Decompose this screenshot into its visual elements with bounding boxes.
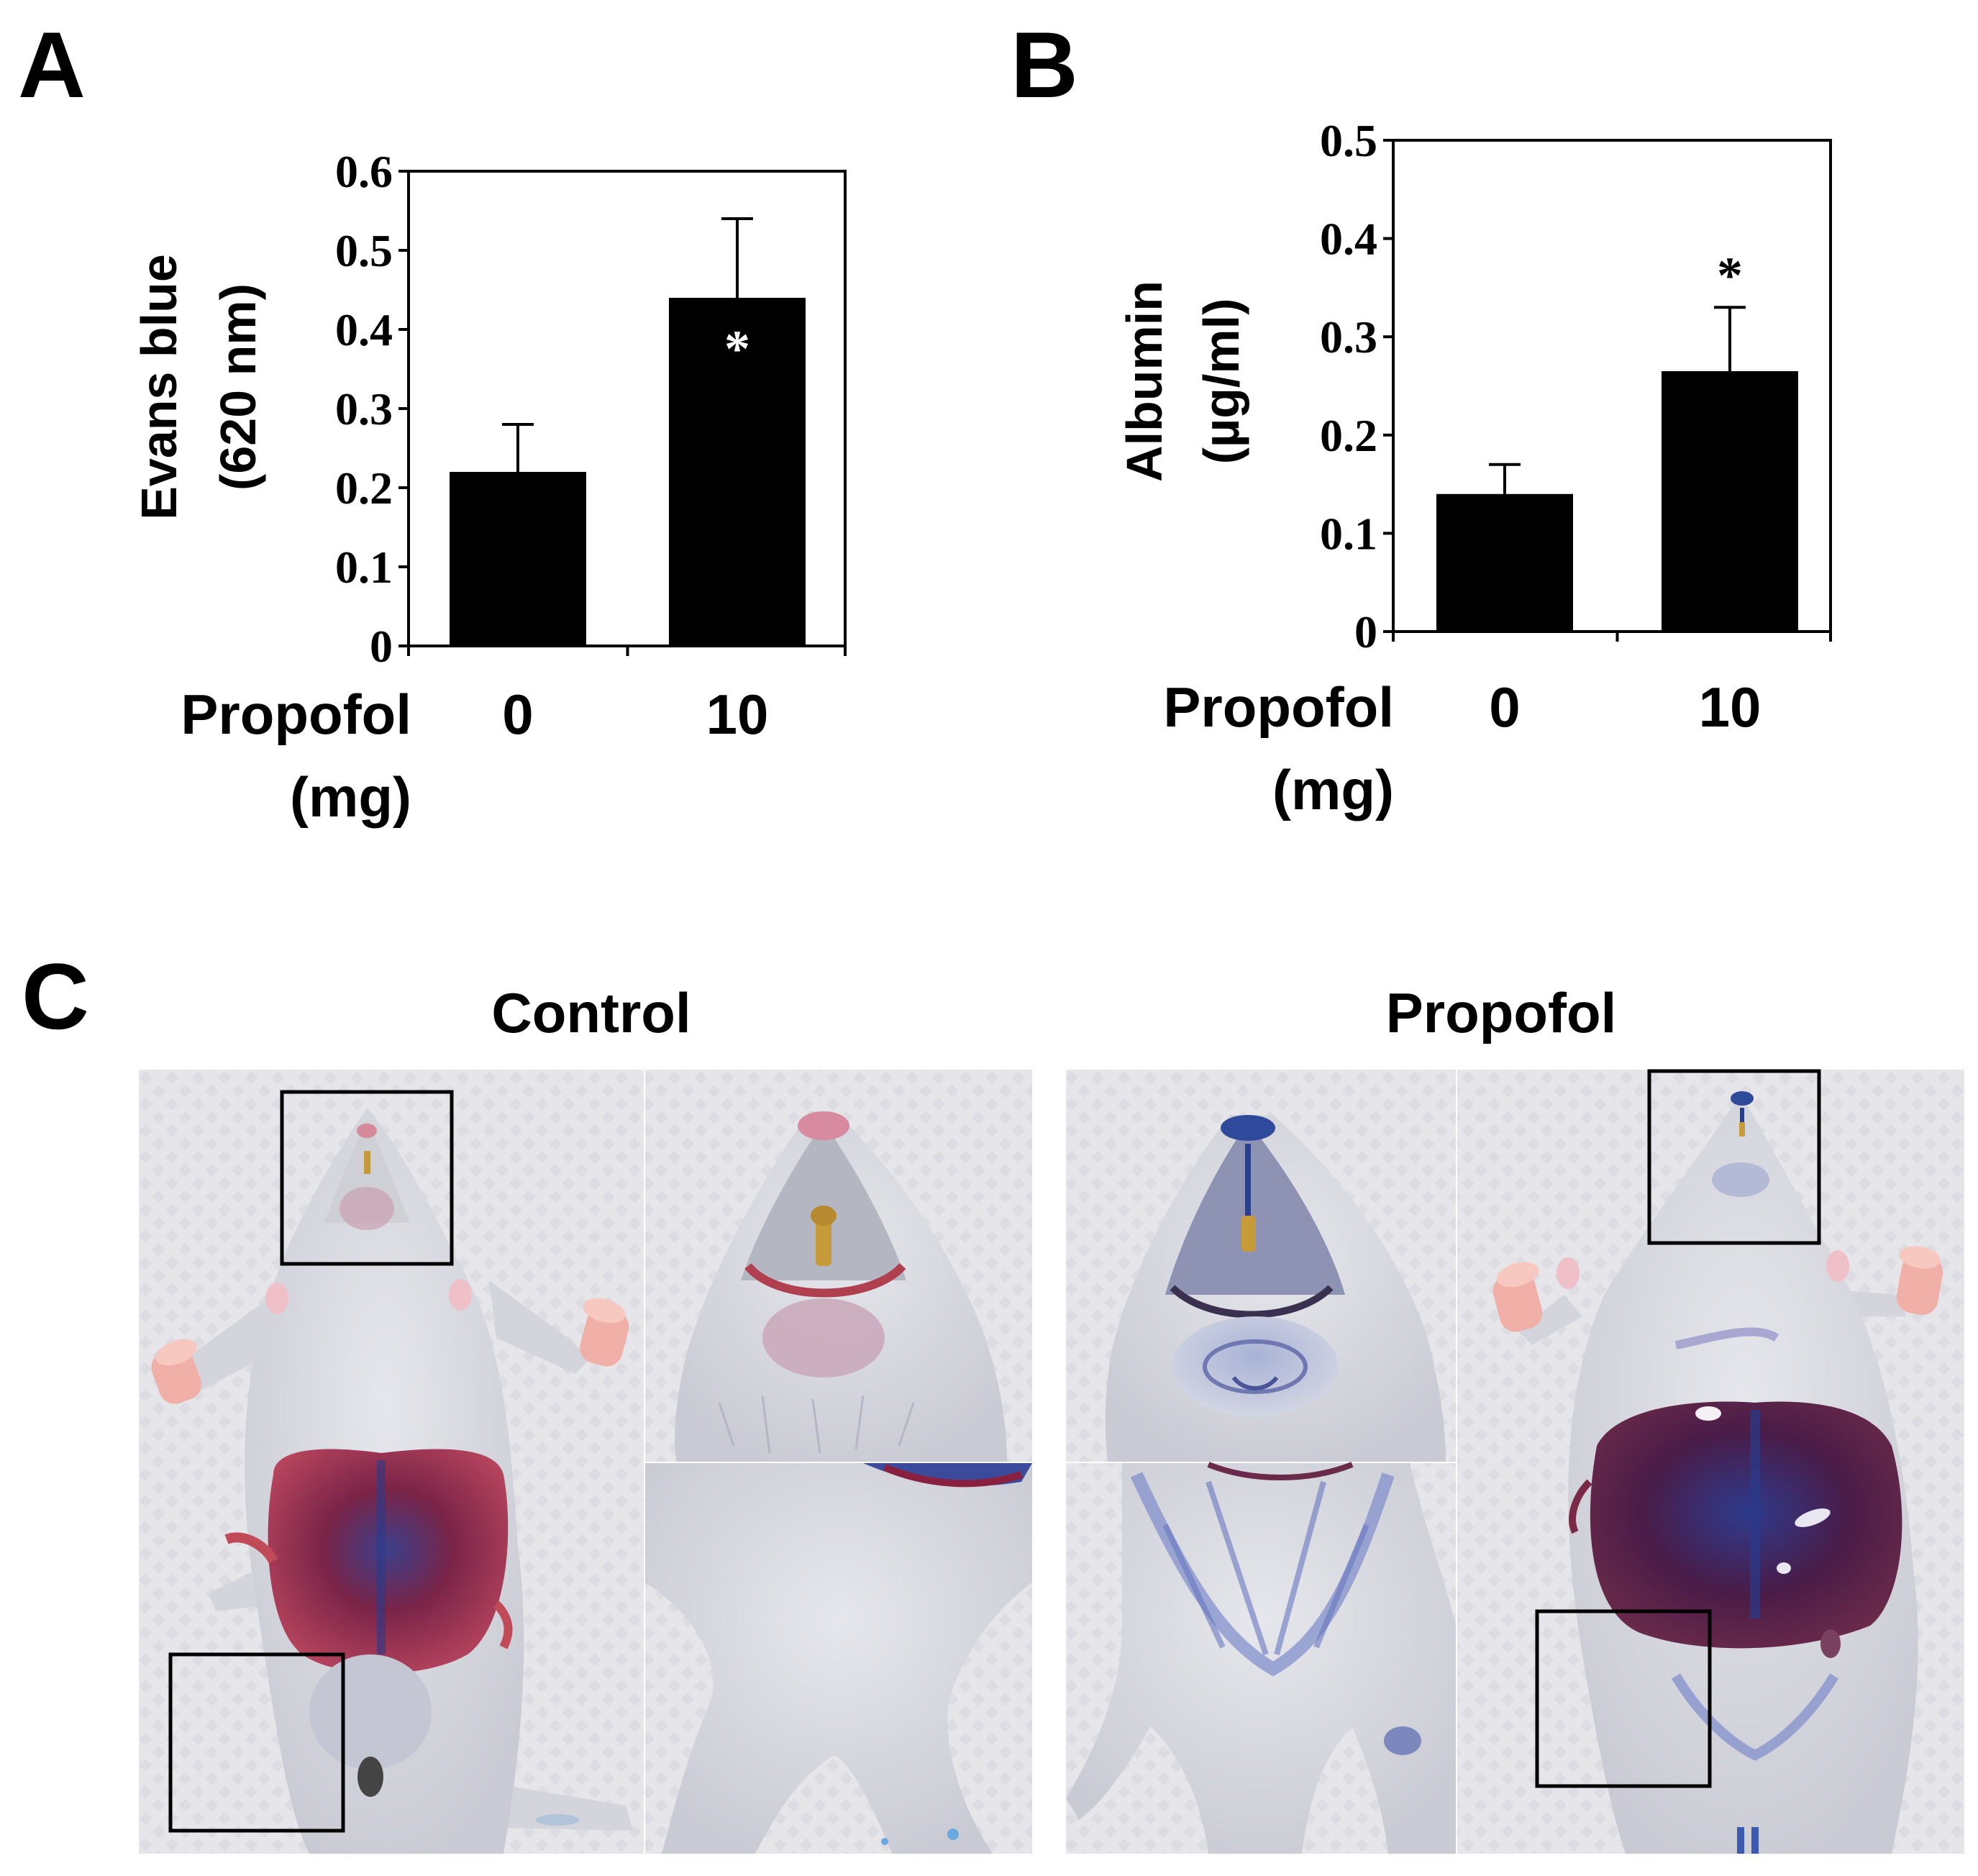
chart-a-significance-star: * — [724, 320, 750, 378]
propofol-title: Propofol — [1386, 981, 1617, 1044]
chart-b-xlabel-line2: (mg) — [1272, 758, 1394, 821]
chart-b-xlabel-line1: Propofol — [1163, 675, 1394, 739]
chart-a-xlabel-line2: (mg) — [290, 765, 411, 829]
control-photo-group — [139, 1070, 1032, 1854]
chart-b-category-label: 0 — [1489, 675, 1520, 739]
chart-b-bar — [1436, 493, 1573, 632]
chart-b-ytick-label: 0.1 — [1320, 508, 1377, 559]
chart-b-ytick-label: 0.5 — [1320, 115, 1377, 166]
chart-b-bar — [1662, 371, 1798, 632]
chart-b-ylabel-line2: (µg/ml) — [1193, 299, 1249, 465]
chart-a-ytick-label: 0.3 — [335, 383, 393, 434]
chart-a-ytick-label: 0.5 — [335, 225, 393, 276]
panel-letter-b: B — [1011, 12, 1078, 117]
chart-b-category-label: 10 — [1699, 675, 1761, 739]
control-whole-mouse-photo — [139, 1070, 644, 1854]
chart-a: 0 0.1 0.2 0.3 0.4 0.5 0.6 0 * 10 — [335, 146, 847, 746]
chart-b: 0 0.1 0.2 0.3 0.4 0.5 0 * 10 — [1320, 115, 1832, 739]
chart-a-category-label: 0 — [502, 683, 533, 746]
chart-a-ytick-label: 0.2 — [335, 463, 393, 514]
chart-b-frame — [1392, 139, 1832, 633]
chart-a-ylabel-line2: (620 nm) — [210, 283, 266, 491]
control-title: Control — [491, 981, 691, 1044]
chart-b-ytick-label: 0.2 — [1320, 410, 1377, 461]
panel-letter-a: A — [18, 12, 86, 117]
control-head-inset-box — [280, 1090, 454, 1266]
chart-a-ytick-label: 0 — [370, 621, 393, 672]
chart-b-ylabel-line1: Albumin — [1116, 281, 1172, 482]
chart-a-xlabel-line1: Propofol — [181, 683, 411, 746]
propofol-whole-mouse-photo — [1457, 1069, 1964, 1854]
chart-b-ytick-label: 0.3 — [1320, 311, 1377, 363]
propofol-groin-closeup-photo — [1066, 1462, 1456, 1854]
chart-a-ytick-label: 0.1 — [335, 542, 393, 593]
propofol-head-inset-box — [1647, 1069, 1821, 1245]
chart-a-category-label: 10 — [706, 683, 769, 746]
chart-a-bar — [669, 298, 806, 646]
panel-letter-c: C — [22, 944, 89, 1049]
propofol-photo-group — [1066, 1069, 1964, 1854]
propofol-groin-inset-box — [1535, 1609, 1712, 1788]
chart-a-ytick-label: 0.6 — [335, 146, 393, 197]
chart-b-ytick-label: 0 — [1354, 606, 1377, 657]
chart-a-ytick-label: 0.4 — [335, 304, 393, 355]
control-head-closeup-photo — [645, 1070, 1032, 1462]
chart-a-bar — [450, 472, 586, 646]
control-groin-inset-box — [168, 1652, 345, 1833]
chart-b-significance-star: * — [1717, 247, 1743, 304]
propofol-head-closeup-photo — [1066, 1070, 1456, 1462]
chart-a-ylabel-line1: Evans blue — [131, 254, 187, 520]
chart-b-ytick-label: 0.4 — [1320, 214, 1377, 265]
control-groin-closeup-photo — [645, 1463, 1032, 1854]
